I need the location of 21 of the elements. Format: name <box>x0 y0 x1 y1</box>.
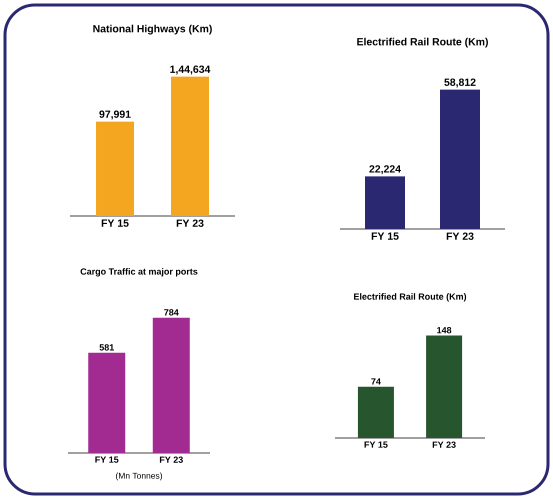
x-tick-label: FY 15 <box>95 456 118 463</box>
data-label: 58,812 <box>444 78 476 88</box>
data-label: 22,224 <box>369 165 401 174</box>
text: (Mn Tonnes) <box>116 472 162 480</box>
data-label: 581 <box>100 344 114 351</box>
data-label: 97,991 <box>99 110 131 120</box>
chart-title: National Highways (Km) <box>93 24 212 34</box>
data-label: 148 <box>437 326 452 334</box>
x-tick-label: FY 23 <box>160 456 183 463</box>
chart-title: Electrified Rail Route (Km) <box>354 293 466 302</box>
chart-title: Cargo Traffic at major ports <box>80 268 198 276</box>
x-tick-label: FY 23 <box>176 220 204 227</box>
chart-title: Electrified Rail Route (Km) <box>357 38 488 48</box>
x-tick-label: FY 15 <box>372 232 399 240</box>
x-tick-label: FY 23 <box>446 232 474 240</box>
data-label: 1,44,634 <box>170 66 210 74</box>
x-tick-label: FY 23 <box>432 442 456 448</box>
data-label: 784 <box>164 309 179 316</box>
data-label: 74 <box>371 378 381 385</box>
x-tick-label: FY 15 <box>364 442 388 448</box>
x-tick-label: FY 15 <box>102 220 129 227</box>
